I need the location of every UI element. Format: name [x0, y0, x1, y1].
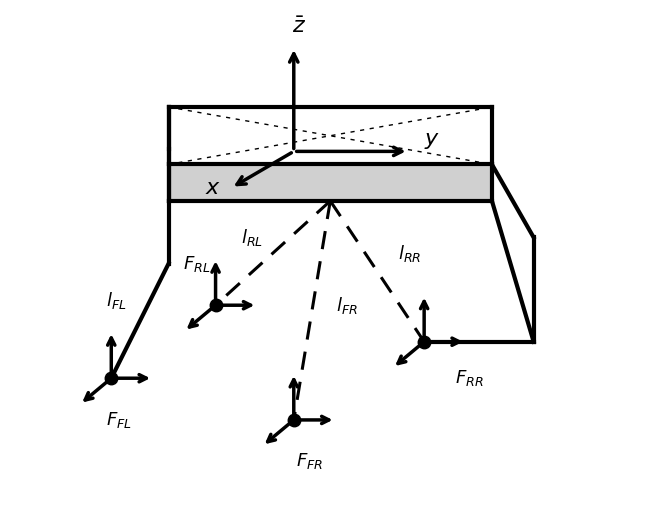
Text: $F_{RR}$: $F_{RR}$: [456, 368, 484, 388]
Text: $l_{RR}$: $l_{RR}$: [398, 242, 421, 264]
Text: $F_{FR}$: $F_{FR}$: [296, 451, 323, 471]
Text: $\bar{z}$: $\bar{z}$: [292, 16, 306, 37]
Text: $l_{FL}$: $l_{FL}$: [107, 289, 127, 310]
Text: $F_{FL}$: $F_{FL}$: [106, 409, 132, 430]
Text: $l_{FR}$: $l_{FR}$: [336, 295, 358, 316]
Text: $x$: $x$: [205, 178, 221, 198]
Text: $F_{RL}$: $F_{RL}$: [183, 254, 210, 274]
Polygon shape: [168, 164, 492, 201]
Text: $l_{RL}$: $l_{RL}$: [241, 227, 263, 248]
Polygon shape: [168, 107, 492, 164]
Text: $y$: $y$: [424, 131, 440, 151]
